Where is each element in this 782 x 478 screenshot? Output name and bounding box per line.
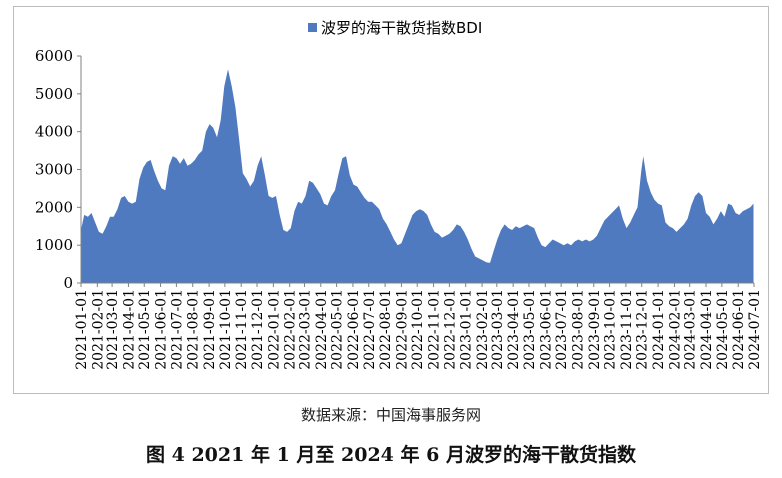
x-tick-label: 2021-03-01 bbox=[105, 289, 121, 370]
x-tick-label: 2024-04-01 bbox=[699, 289, 715, 370]
x-tick-label: 2022-11-01 bbox=[427, 289, 443, 370]
y-tick-label: 1000 bbox=[35, 236, 73, 254]
legend-label: 波罗的海干散货指数BDI bbox=[321, 19, 482, 37]
x-tick-label: 2021-06-01 bbox=[154, 289, 170, 370]
x-tick-label: 2021-01-01 bbox=[74, 289, 90, 370]
x-tick-label: 2023-08-01 bbox=[570, 289, 586, 370]
x-tick-label: 2022-05-01 bbox=[330, 289, 346, 370]
x-tick-label: 2021-05-01 bbox=[137, 289, 153, 370]
x-tick-label: 2021-11-01 bbox=[234, 289, 250, 370]
bdi-area-chart: 波罗的海干散货指数BDI 0 1000 2000 3000 4000 5000 6000 2… bbox=[35, 19, 763, 370]
x-tick-label: 2024-05-01 bbox=[715, 289, 731, 370]
x-tick-label: 2021-04-01 bbox=[121, 289, 137, 370]
x-tick-label: 2023-09-01 bbox=[587, 289, 603, 370]
chart-legend: 波罗的海干散货指数BDI bbox=[308, 19, 482, 37]
x-tick-label: 2021-10-01 bbox=[218, 289, 234, 370]
bdi-area-series bbox=[81, 69, 754, 283]
x-tick-label: 2021-12-01 bbox=[250, 289, 266, 370]
x-tick-label: 2021-07-01 bbox=[169, 289, 185, 370]
x-tick-label: 2022-04-01 bbox=[314, 289, 330, 370]
x-tick-label: 2023-06-01 bbox=[538, 289, 554, 370]
x-tick-label: 2022-02-01 bbox=[283, 289, 299, 370]
x-tick-label: 2022-07-01 bbox=[362, 289, 378, 370]
source-note: 数据来源：中国海事服务网 bbox=[300, 406, 481, 424]
figure-caption: 图 4 2021 年 1 月至 2024 年 6 月波罗的海干散货指数 bbox=[146, 444, 636, 466]
x-tick-label: 2022-10-01 bbox=[410, 289, 426, 370]
x-tick-label: 2023-04-01 bbox=[506, 289, 522, 370]
y-tick-label: 0 bbox=[63, 274, 73, 292]
y-tick-label: 3000 bbox=[35, 161, 73, 179]
x-tick-label: 2024-03-01 bbox=[683, 289, 699, 370]
x-tick-label: 2022-03-01 bbox=[297, 289, 313, 370]
x-tick-label: 2024-01-01 bbox=[651, 289, 667, 370]
x-tick-label: 2023-12-01 bbox=[635, 289, 651, 370]
x-tick-label: 2024-02-01 bbox=[667, 289, 683, 370]
y-tick-label: 4000 bbox=[35, 123, 73, 141]
x-tick-label: 2023-07-01 bbox=[554, 289, 570, 370]
x-tick-label: 2024-07-01 bbox=[747, 289, 763, 370]
x-tick-label: 2023-11-01 bbox=[619, 289, 635, 370]
x-tick-label: 2022-06-01 bbox=[346, 289, 362, 370]
x-tick-label: 2022-08-01 bbox=[378, 289, 394, 370]
x-tick-label: 2021-09-01 bbox=[202, 289, 218, 370]
x-tick-label: 2021-08-01 bbox=[186, 289, 202, 370]
x-tick-label: 2022-09-01 bbox=[394, 289, 410, 370]
x-tick-label: 2023-02-01 bbox=[475, 289, 491, 370]
x-tick-label: 2022-01-01 bbox=[266, 289, 282, 370]
x-tick-label: 2023-01-01 bbox=[459, 289, 475, 370]
y-tick-label: 6000 bbox=[35, 47, 73, 65]
x-tick-label: 2023-05-01 bbox=[522, 289, 538, 370]
legend-swatch bbox=[308, 23, 317, 32]
y-tick-label: 5000 bbox=[35, 85, 73, 103]
x-tick-label: 2023-03-01 bbox=[490, 289, 506, 370]
x-tick-label: 2022-12-01 bbox=[442, 289, 458, 370]
x-tick-label: 2024-06-01 bbox=[731, 289, 747, 370]
x-tick-label: 2023-10-01 bbox=[603, 289, 619, 370]
x-tick-label: 2021-02-01 bbox=[90, 289, 106, 370]
chart-frame: 波罗的海干散货指数BDI 0 1000 2000 3000 4000 5000 6000 2… bbox=[13, 6, 769, 394]
y-tick-label: 2000 bbox=[35, 198, 73, 216]
